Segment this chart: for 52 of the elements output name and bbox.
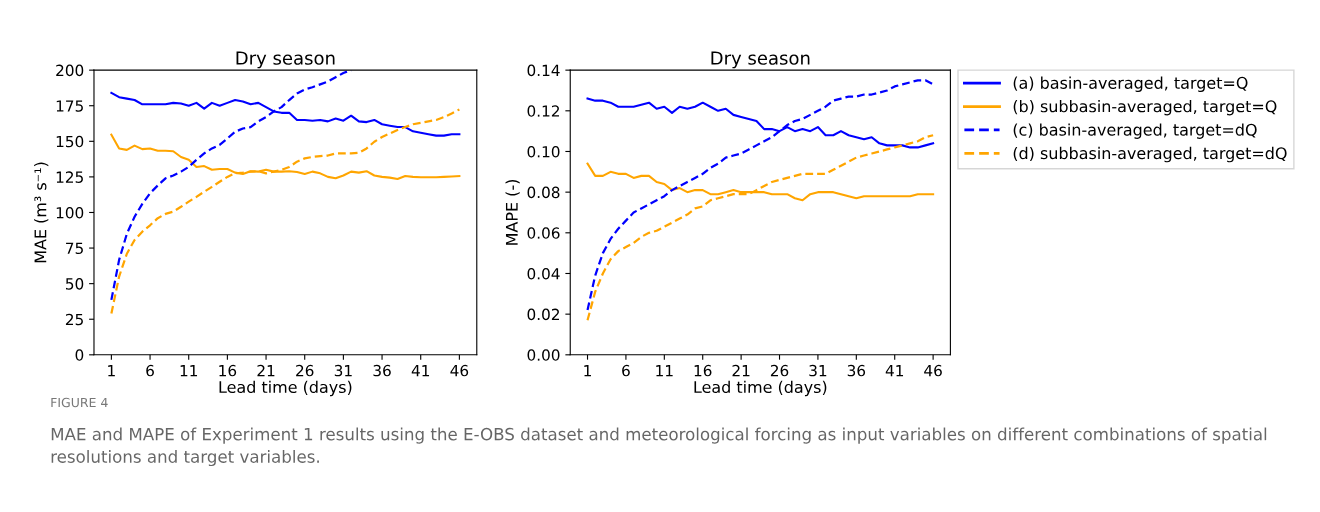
x-tick-label: 16	[694, 364, 712, 377]
chart-title: Dry season	[711, 51, 810, 69]
x-tick-label: 21	[257, 364, 275, 377]
y-tick-label: 0.04	[527, 267, 560, 280]
x-axis-title: Lead time (days)	[219, 380, 352, 397]
chart-title: Dry season	[236, 51, 335, 69]
x-tick-label: 1	[584, 365, 591, 377]
x-tick-label: 6	[146, 364, 154, 377]
x-tick-label: 36	[373, 364, 391, 377]
x-tick-label: 26	[770, 364, 789, 377]
x-tick-label: 11	[656, 365, 673, 377]
y-tick-label: 50	[66, 278, 84, 290]
y-tick-label: 0.08	[527, 186, 560, 199]
line-series	[110, 108, 461, 315]
y-tick-label: 125	[56, 171, 83, 183]
x-tick-label: 26	[296, 364, 314, 377]
x-tick-label: 31	[334, 364, 352, 377]
legend-label: (d) subbasin-averaged, target=dQ	[1013, 146, 1287, 163]
x-tick-label: 11	[180, 365, 198, 377]
y-tick-label: 75	[66, 242, 83, 255]
y-tick-label: 100	[56, 206, 84, 219]
x-tick-label: 41	[885, 365, 904, 377]
y-tick-label: 25	[65, 313, 83, 326]
legend-label: (a) basin-averaged, target=Q	[1013, 76, 1248, 92]
y-tick-label: 175	[56, 100, 83, 112]
x-tick-label: 46	[450, 364, 469, 377]
y-tick-label: 0.06	[527, 227, 560, 239]
caption: FIGURE 4	[51, 397, 108, 408]
y-tick-label: 150	[56, 135, 84, 148]
y-tick-label: 0.00	[527, 349, 560, 361]
line-series	[586, 134, 935, 322]
y-tick-label: 0.12	[527, 105, 559, 117]
x-tick-label: 1	[108, 365, 115, 377]
y-axis-title: MAE (m³ s⁻¹)	[34, 162, 49, 263]
y-tick-label: 0	[75, 349, 84, 361]
x-tick-label: 21	[732, 364, 750, 377]
y-tick-label: 200	[56, 64, 84, 77]
x-tick-label: 6	[622, 364, 630, 377]
legend-label: (c) basin-averaged, target=dQ	[1013, 123, 1257, 139]
x-axis-title: Lead time (days)	[694, 380, 827, 397]
y-tick-label: 0.14	[527, 64, 560, 77]
line-series	[586, 79, 935, 312]
x-tick-label: 36	[847, 364, 866, 377]
y-axis-title: MAPE (-)	[505, 179, 520, 245]
text: MAE and MAPE of Experiment 1 results using the E-OBS dataset and meteorological forcing as input variables on different combinations of spatial resolutions and target variables.	[51, 427, 1267, 467]
y-tick-label: 0.02	[527, 308, 559, 321]
x-tick-label: 31	[809, 364, 827, 377]
x-tick-label: 41	[411, 365, 430, 377]
x-tick-label: 46	[924, 364, 942, 377]
y-tick-label: 0.10	[527, 145, 560, 158]
legend-label: (b) subbasin-averaged, target=Q	[1013, 99, 1277, 116]
x-tick-label: 16	[219, 364, 237, 377]
